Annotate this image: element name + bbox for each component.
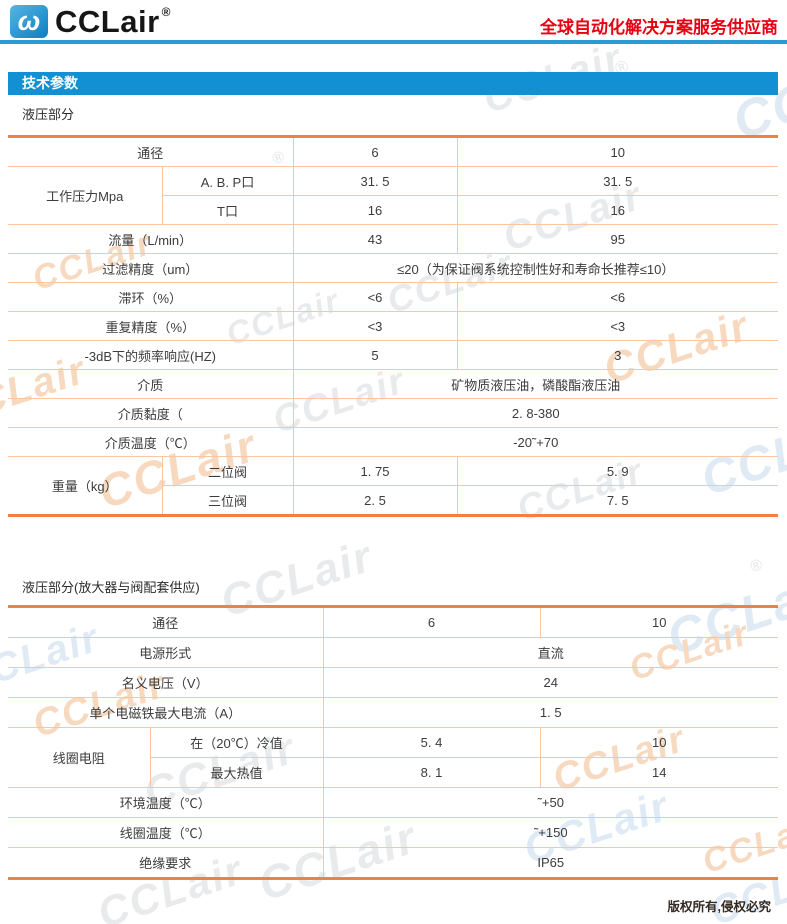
cell-label: 通径 (152, 616, 179, 631)
table-row: 线圈电阻 在（20℃）冷值 5. 4 10 (8, 727, 779, 788)
cell-label: 单个电磁铁最大电流（A） (8, 697, 324, 728)
cell-value: 10 (539, 727, 779, 758)
table-row: 重量（kg） 二位阀 1. 75 5. 9 (8, 456, 779, 516)
cell-label: 名义电压（V） (8, 667, 324, 698)
hydraulic-spec-table: 通径 6 10 工作压力Mpa A. B. P口 31. 5 31. 5 T口 … (8, 135, 779, 517)
table-row: 环境温度（℃） ˜+50 (8, 787, 779, 818)
cell-value: 7. 5 (456, 485, 779, 516)
table-row: 介质 矿物质液压油，磷酸酯液压油 (8, 369, 779, 399)
table-row: 流量（L/min） 43 95 (8, 224, 779, 254)
header-divider (0, 40, 787, 44)
cell-value: 14 (539, 757, 779, 788)
table-row: 介质黏度（ 2. 8-380 (8, 398, 779, 428)
cell-value: 24 (322, 667, 779, 698)
cell-sublabel: T口 (161, 195, 294, 225)
cell-label: -3dB下的频率响应(HZ) (8, 340, 294, 370)
cell-value: 10 (539, 606, 779, 638)
section-title: 技术参数 (22, 75, 78, 91)
cell-sublabel: 最大热值 (149, 757, 324, 788)
cell-value: IP65 (322, 847, 779, 879)
table-row: 电源形式 直流 (8, 637, 779, 668)
cell-value: <3 (292, 311, 458, 341)
cell-sublabel: 三位阀 (161, 485, 294, 516)
cell-sublabel: 在（20℃）冷值 (149, 727, 324, 758)
cell-value: 8. 1 (322, 757, 541, 788)
cell-value: 5. 9 (456, 456, 779, 486)
cell-value: 矿物质液压油，磷酸酯液压油 (292, 369, 779, 399)
brand-logo: ω CCLair ® (10, 3, 170, 40)
brand-name: CCLair (55, 3, 160, 39)
cell-sublabel: 二位阀 (161, 456, 294, 486)
cell-value: 43 (292, 224, 458, 254)
cell-label: 线圈电阻 (8, 727, 150, 788)
table-row: 最大热值 8. 1 14 (8, 757, 779, 788)
cell-value: 6 (322, 606, 541, 638)
cell-value: 2. 8-380 (292, 398, 779, 428)
cell-label: 介质黏度（ (8, 398, 294, 428)
cell-label: 绝缘要求 (8, 847, 324, 879)
table-row: 重复精度（%） <3 <3 (8, 311, 779, 341)
cell-value: ≤20（为保证阀系统控制性好和寿命长推荐≤10） (292, 253, 779, 283)
cell-value: 10 (456, 136, 779, 167)
cell-value: -20˜+70 (292, 427, 779, 457)
cell-value: 16 (292, 195, 458, 225)
cell-value: <6 (292, 282, 458, 312)
cell-label: 环境温度（℃） (8, 787, 324, 818)
hydraulic-table-caption: 液压部分 (22, 107, 75, 122)
table-row: 过滤精度（um） ≤20（为保证阀系统控制性好和寿命长推荐≤10） (8, 253, 779, 283)
table-row: 通径 6 10 (8, 606, 779, 638)
table-row: T口 16 16 (8, 195, 779, 225)
cell-value: 直流 (322, 637, 779, 668)
cell-value: 31. 5 (292, 166, 458, 196)
table-row: 滞环（%） <6 <6 (8, 282, 779, 312)
brand-logo-icon: ω (10, 5, 48, 38)
cell-label: 工作压力Mpa (8, 166, 162, 225)
cell-value: 5. 4 (322, 727, 541, 758)
cell-value: <3 (456, 311, 779, 341)
cell-value: 2. 5 (292, 485, 458, 516)
table-row: 名义电压（V） 24 (8, 667, 779, 698)
section-title-bar: 技术参数 (8, 72, 778, 95)
cell-label: 介质 (8, 369, 294, 399)
cell-value: 1. 75 (292, 456, 458, 486)
cell-value: <6 (456, 282, 779, 312)
omega-glyph: ω (17, 6, 41, 36)
table-row: 绝缘要求 IP65 (8, 847, 779, 879)
electric-spec-table: 通径 6 10 电源形式 直流 名义电压（V） 24 单个电磁铁最大电流（A） … (8, 605, 779, 880)
registered-trademark-icon: ® (161, 5, 171, 19)
cell-value: ˜+150 (322, 817, 779, 848)
cell-value: 5 (292, 340, 458, 370)
cell-label: 通径 (137, 145, 164, 161)
header-tagline: 全球自动化解决方案服务供应商 (540, 18, 778, 37)
table-row: 三位阀 2. 5 7. 5 (8, 485, 779, 516)
cell-value: 1. 5 (322, 697, 779, 728)
cell-label: 电源形式 (8, 637, 324, 668)
cell-label: 线圈温度（℃） (8, 817, 324, 848)
copyright-notice: 版权所有,侵权必究 (667, 900, 771, 914)
table-row: 介质温度（℃） -20˜+70 (8, 427, 779, 457)
cell-value: ˜+50 (322, 787, 779, 818)
cell-value: 95 (456, 224, 779, 254)
cell-label: 重量（kg） (8, 456, 162, 516)
cell-label: 介质温度（℃） (8, 427, 294, 457)
cell-value: 31. 5 (456, 166, 779, 196)
table-row: 通径 6 10 (8, 136, 779, 167)
table-row: 工作压力Mpa A. B. P口 31. 5 31. 5 (8, 166, 779, 225)
table-row: 线圈温度（℃） ˜+150 (8, 817, 779, 848)
cell-label: 流量（L/min） (8, 224, 294, 254)
cell-label: 过滤精度（um） (8, 253, 294, 283)
cell-sublabel: A. B. P口 (161, 166, 294, 196)
electric-table-caption: 液压部分(放大器与阀配套供应) (22, 580, 200, 595)
cell-label: 滞环（%） (8, 282, 294, 312)
cell-value: 3 (456, 340, 779, 370)
cell-value: 16 (456, 195, 779, 225)
cell-value: 6 (292, 136, 458, 167)
cell-label: 重复精度（%） (8, 311, 294, 341)
table-row: -3dB下的频率响应(HZ) 5 3 (8, 340, 779, 370)
table-row: 单个电磁铁最大电流（A） 1. 5 (8, 697, 779, 728)
